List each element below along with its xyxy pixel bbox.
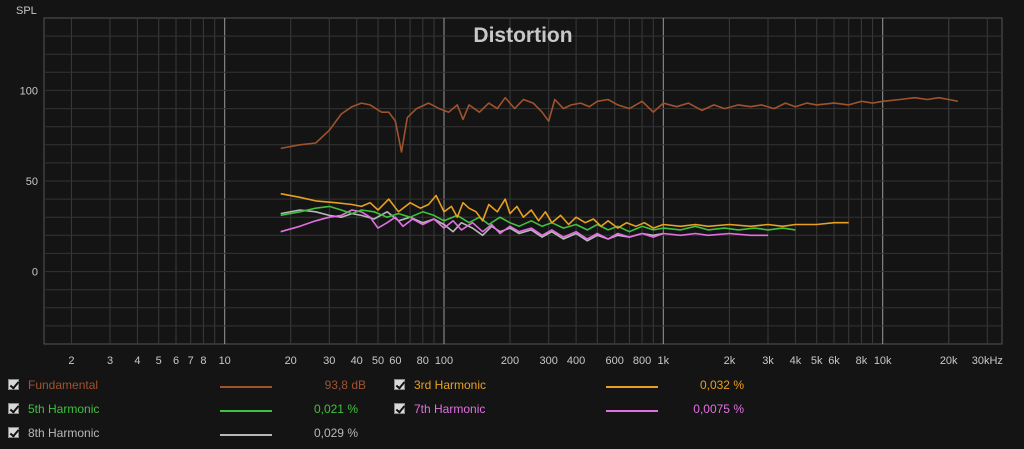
x-tick-label: 1k <box>657 355 669 367</box>
x-tick-label: 2k <box>724 355 736 367</box>
x-tick-label: 10 <box>219 355 231 367</box>
y-tick-label: 100 <box>20 85 38 97</box>
3rd-harmonic-checkbox[interactable] <box>394 379 405 390</box>
y-tick-label: 0 <box>32 267 38 279</box>
x-tick-label: 80 <box>417 355 429 367</box>
x-tick-label: 800 <box>633 355 651 367</box>
legend-item-3rd-harmonic[interactable]: 3rd Harmonic 0,032 % <box>394 376 754 396</box>
x-tick-label: 60 <box>389 355 401 367</box>
legend-swatch <box>220 386 272 388</box>
x-tick-label: 8 <box>200 355 206 367</box>
x-tick-label: 8k <box>856 355 868 367</box>
x-tick-label: 50 <box>372 355 384 367</box>
y-tick-label: 50 <box>26 176 38 188</box>
x-tick-label: 4 <box>134 355 140 367</box>
x-tick-label: 3 <box>107 355 113 367</box>
x-tick-label: 6 <box>173 355 179 367</box>
chart-title: Distortion <box>473 24 572 47</box>
fundamental-checkbox[interactable] <box>8 379 19 390</box>
x-tick-label: 30 <box>323 355 335 367</box>
7th-harmonic-checkbox[interactable] <box>394 403 405 414</box>
x-tick-label: 20k <box>940 355 958 367</box>
legend-value: 0,021 % <box>313 402 358 416</box>
legend-label: 3rd Harmonic <box>414 378 487 392</box>
x-tick-labels: 2 3 4 5 6 7 8 10 20 30 40 50 60 80 100 200 300 400 600 800 1… <box>68 355 1003 367</box>
legend-swatch <box>220 410 272 412</box>
legend-value: 0,029 % <box>313 426 358 440</box>
legend-item-8th-harmonic[interactable]: 8th Harmonic 0,029 % <box>8 424 368 444</box>
legend-value: 0,032 % <box>699 378 744 392</box>
legend-label: Fundamental <box>28 378 99 392</box>
y-axis-label: SPL <box>16 5 37 17</box>
distortion-chart: 2 3 4 5 6 7 8 10 20 30 40 50 60 80 100 200 300 400 600 800 1… <box>16 5 1003 367</box>
x-tick-label: 2 <box>68 355 74 367</box>
x-tick-label: 100 <box>435 355 453 367</box>
x-tick-label: 4k <box>790 355 802 367</box>
series-line-8th-harmonic <box>280 209 664 242</box>
legend-item-5th-harmonic[interactable]: 5th Harmonic 0,021 % <box>8 400 368 420</box>
grid <box>44 18 1002 344</box>
legend-label: 8th Harmonic <box>28 426 100 440</box>
x-tick-label: 200 <box>501 355 519 367</box>
legend-value: 0,0075 % <box>693 402 744 416</box>
series-lines <box>280 96 958 242</box>
x-tick-label: 30kHz <box>972 355 1003 367</box>
x-tick-label: 6k <box>828 355 840 367</box>
legend-item-fundamental[interactable]: Fundamental 93,8 dB <box>8 376 368 396</box>
x-tick-label: 3k <box>762 355 774 367</box>
legend-value: 93,8 dB <box>324 378 366 392</box>
x-tick-label: 10k <box>874 355 892 367</box>
x-tick-label: 20 <box>285 355 297 367</box>
legend: Fundamental 93,8 dB 3rd Harmonic 0,032 %… <box>0 372 1024 449</box>
x-tick-label: 600 <box>606 355 624 367</box>
x-tick-label: 5 <box>156 355 162 367</box>
legend-item-7th-harmonic[interactable]: 7th Harmonic 0,0075 % <box>394 400 754 420</box>
8th-harmonic-checkbox[interactable] <box>8 427 19 438</box>
series-line-7th-harmonic <box>280 209 768 240</box>
legend-swatch <box>606 386 658 388</box>
legend-label: 7th Harmonic <box>414 402 486 416</box>
legend-swatch <box>606 410 658 412</box>
y-tick-labels: 100 50 0 <box>20 85 38 278</box>
x-tick-label: 400 <box>567 355 585 367</box>
x-tick-label: 5k <box>811 355 823 367</box>
x-tick-label: 40 <box>351 355 363 367</box>
x-tick-label: 300 <box>540 355 558 367</box>
5th-harmonic-checkbox[interactable] <box>8 403 19 414</box>
x-tick-label: 7 <box>188 355 194 367</box>
series-line-5th-harmonic <box>280 205 796 233</box>
legend-label: 5th Harmonic <box>28 402 100 416</box>
series-line-fundamental <box>280 96 958 153</box>
series-line-3rd-harmonic <box>280 192 849 229</box>
legend-swatch <box>220 434 272 436</box>
